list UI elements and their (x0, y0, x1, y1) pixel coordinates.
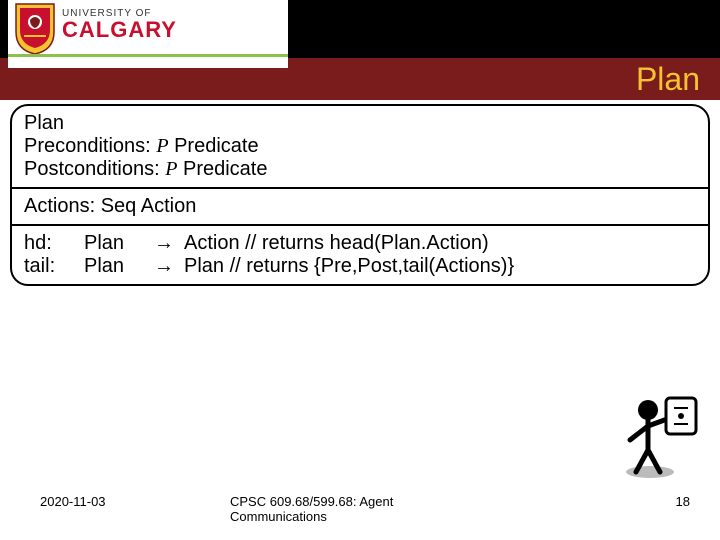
method-type: Plan (84, 232, 154, 255)
accent-line (8, 54, 288, 57)
preconditions-line: Preconditions: P Predicate (24, 135, 696, 158)
methods-section: hd: Plan → Action // returns head(Plan.A… (12, 226, 708, 284)
method-type: Plan (84, 255, 154, 278)
p-symbol: P (165, 158, 177, 180)
university-text: UNIVERSITY OF CALGARY (62, 2, 177, 41)
footer-date: 2020-11-03 (0, 494, 220, 524)
footer-page-number: 18 (640, 494, 720, 524)
plan-header-section: Plan Preconditions: P Predicate Postcond… (12, 106, 708, 189)
method-row: hd: Plan → Action // returns head(Plan.A… (24, 232, 696, 255)
actions-line: Actions: Seq Action (24, 195, 696, 218)
header-bar: UNIVERSITY OF CALGARY (0, 0, 720, 58)
method-name: tail: (24, 255, 84, 278)
p-symbol: P (156, 135, 168, 157)
method-returns: Plan // returns {Pre,Post,tail(Actions)} (184, 255, 696, 278)
actions-section: Actions: Seq Action (12, 189, 708, 226)
footer-course: CPSC 609.68/599.68: Agent Communications (220, 494, 640, 524)
crest-icon (14, 2, 56, 56)
arrow-icon: → (154, 232, 184, 255)
content-area: Plan Preconditions: P Predicate Postcond… (10, 104, 710, 286)
plan-definition-box: Plan Preconditions: P Predicate Postcond… (10, 104, 710, 286)
slide-footer: 2020-11-03 CPSC 609.68/599.68: Agent Com… (0, 494, 720, 524)
postconditions-line: Postconditions: P Predicate (24, 158, 696, 181)
method-name: hd: (24, 232, 84, 255)
method-row: tail: Plan → Plan // returns {Pre,Post,t… (24, 255, 696, 278)
figure-clipart-icon (620, 390, 700, 480)
university-logo: UNIVERSITY OF CALGARY (8, 0, 288, 68)
plan-heading: Plan (24, 112, 696, 135)
university-name: CALGARY (62, 19, 177, 41)
method-returns: Action // returns head(Plan.Action) (184, 232, 696, 255)
arrow-icon: → (154, 255, 184, 278)
slide-title: Plan (636, 61, 700, 98)
